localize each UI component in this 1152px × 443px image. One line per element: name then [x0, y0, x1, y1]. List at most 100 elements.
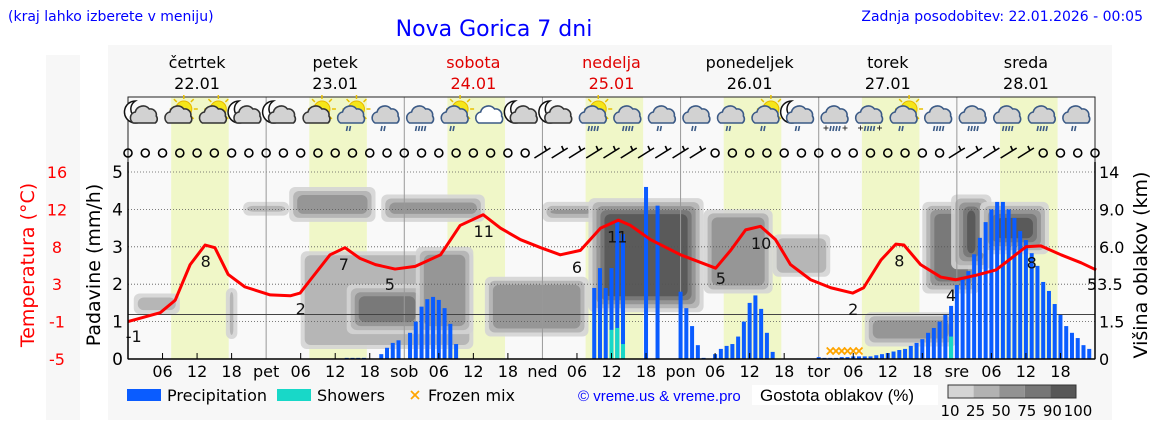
- calm-wind-icon: [813, 148, 824, 158]
- x-tick-day: sre: [945, 362, 969, 381]
- cloud-icon: [302, 105, 331, 124]
- sun-ray: [587, 98, 592, 103]
- rain-drop: [763, 125, 766, 132]
- x-tick-day: pet: [253, 362, 279, 381]
- calm-wind-icon: [503, 148, 513, 158]
- precip-bar: [655, 205, 660, 359]
- precip-tick: 3: [112, 238, 123, 258]
- cloud-icon: [440, 105, 469, 124]
- rain-drop: [694, 125, 697, 132]
- calm-wind-icon: [278, 148, 289, 158]
- precip-bar: [920, 339, 925, 359]
- day-name: torek: [867, 53, 909, 72]
- sun-ray: [915, 98, 920, 103]
- precip-bar: [684, 308, 689, 359]
- calm-wind-icon: [416, 148, 427, 158]
- rain-drop: [417, 125, 421, 132]
- calm-wind-icon: [900, 148, 910, 158]
- precip-bar: [390, 342, 395, 359]
- precip-tick: 5: [112, 163, 123, 183]
- calm-wind-icon: [295, 148, 306, 158]
- precip-bar: [770, 351, 775, 359]
- cloud-icon: [854, 105, 884, 124]
- frozen-legend-mark: [410, 390, 420, 400]
- precip-bar: [425, 299, 430, 359]
- density-swatch: [973, 385, 1000, 398]
- rain-drop: [1001, 125, 1005, 132]
- wind-feather: [612, 145, 617, 151]
- cloud-density-cell: [550, 209, 592, 214]
- temperature-label: -1: [126, 327, 142, 346]
- x-tick-hour: 18: [636, 362, 656, 381]
- wind-feather: [543, 145, 548, 151]
- x-tick-hour: 12: [739, 362, 759, 381]
- calm-wind-icon: [451, 148, 461, 158]
- wind-barb-icon: [637, 145, 655, 159]
- day-name: sobota: [446, 53, 500, 72]
- wind-barb-icon: [603, 145, 620, 159]
- precip-bar: [897, 350, 902, 359]
- snowflake-icon: [842, 125, 848, 131]
- wind-barb-icon: [654, 145, 672, 159]
- precip-bar: [960, 276, 965, 359]
- precip-bar: [868, 356, 873, 359]
- shower-bar: [949, 336, 954, 359]
- wind-shaft: [620, 147, 638, 159]
- sun-cloud-icon: [164, 95, 198, 124]
- cloud-height-tick: 14: [1099, 163, 1119, 182]
- rain-drop: [1045, 125, 1048, 132]
- day-date: 26.01: [727, 74, 773, 93]
- temperature-label: 8: [1027, 253, 1037, 272]
- precip-bar: [1058, 314, 1063, 359]
- precip-bar: [1046, 290, 1051, 359]
- cloud-icon: [233, 105, 262, 124]
- day-date: 27.01: [865, 74, 911, 93]
- calm-wind-icon: [865, 148, 876, 158]
- left-panel-bg: [46, 55, 80, 420]
- precip-bar: [937, 321, 942, 359]
- cloud-rain-icon: [993, 105, 1022, 132]
- snowflake-icon: [823, 125, 829, 131]
- x-tick-day: sob: [390, 362, 418, 381]
- sun-cloud-icon: [302, 95, 336, 124]
- wind-shaft: [1000, 147, 1018, 159]
- cloud-icon: [923, 105, 953, 124]
- wind-shaft: [585, 147, 603, 159]
- precip-bar: [931, 327, 936, 359]
- precip-tick: 1: [112, 313, 123, 333]
- wind-shaft: [982, 147, 1000, 159]
- temperature-label: 8: [894, 252, 904, 271]
- precip-bar: [1006, 209, 1011, 359]
- precip-bar: [764, 332, 769, 359]
- wind-barb-icon: [982, 145, 1000, 159]
- cloud-icon: [716, 105, 746, 124]
- sun-cloud-light-rain-icon: [889, 95, 924, 132]
- moon-cloud-icon: [503, 100, 538, 124]
- sun-cloud-light-rain-icon: [751, 95, 785, 132]
- rain-drop: [420, 125, 424, 132]
- wind-shaft: [551, 147, 569, 159]
- rain-drop: [970, 125, 973, 132]
- moon-cloud-icon: [227, 100, 262, 124]
- sun-ray: [328, 98, 333, 103]
- temperature-label: 4: [946, 286, 956, 305]
- precip-bar: [644, 186, 649, 359]
- cloud-density-cell: [297, 194, 368, 214]
- calm-wind-icon: [209, 148, 220, 158]
- x-tick-hour: 06: [705, 362, 725, 381]
- day-date: 23.01: [312, 74, 358, 93]
- precipitation-bars: [344, 186, 1092, 359]
- precip-bar: [741, 321, 746, 359]
- copyright-link[interactable]: © vreme.us & vreme.pro: [578, 388, 741, 405]
- wind-barb-icon: [672, 145, 689, 159]
- precip-bar: [1075, 338, 1080, 359]
- temperature-label: 5: [716, 269, 726, 288]
- rain-drop: [691, 125, 694, 132]
- day-date: 25.01: [589, 74, 635, 93]
- sun-ray: [173, 98, 178, 103]
- cloud-rain-icon: [613, 105, 642, 132]
- wind-feather: [958, 145, 962, 151]
- sun-ray: [363, 98, 367, 103]
- wind-feather: [630, 145, 634, 151]
